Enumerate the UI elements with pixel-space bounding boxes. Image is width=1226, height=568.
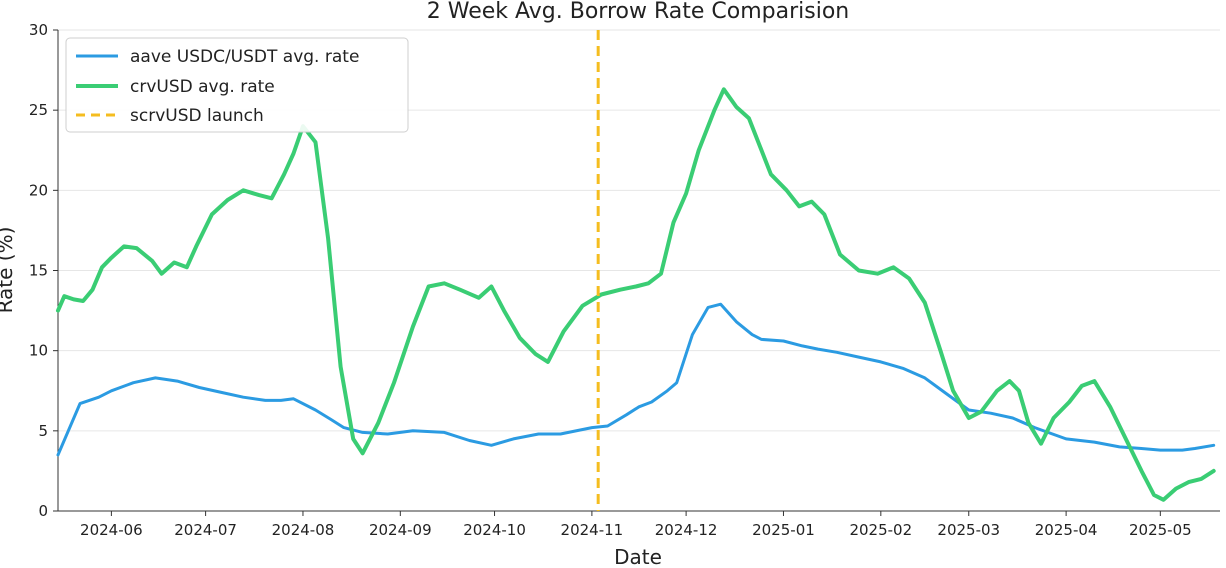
x-tick-label: 2025-04 — [1035, 521, 1098, 539]
x-axis-title: Date — [614, 545, 662, 568]
series-line-crvusd — [56, 87, 1216, 502]
series-line-aave — [56, 302, 1216, 457]
x-tick-label: 2024-06 — [80, 521, 143, 539]
x-tick-label: 2024-08 — [272, 521, 335, 539]
y-tick-label: 5 — [38, 422, 48, 440]
x-tick-label: 2025-03 — [937, 521, 1000, 539]
y-axis-ticks: 0 5 10 15 20 25 30 — [29, 21, 58, 520]
x-tick-label: 2024-07 — [174, 521, 237, 539]
y-tick-label: 15 — [29, 262, 48, 280]
legend: aave USDC/USDT avg. rate crvUSD avg. rat… — [65, 37, 409, 133]
series-lines — [56, 87, 1216, 502]
x-axis-ticks: 2024-06 2024-07 2024-08 2024-09 2024-10 2024-… — [80, 511, 1192, 539]
x-tick-label: 2025-05 — [1129, 521, 1192, 539]
x-tick-label: 2024-11 — [561, 521, 624, 539]
chart-title: 2 Week Avg. Borrow Rate Comparision — [427, 0, 849, 24]
y-tick-label: 20 — [29, 181, 48, 199]
y-tick-label: 0 — [38, 502, 48, 520]
x-tick-label: 2025-02 — [849, 521, 912, 539]
y-tick-label: 10 — [29, 342, 48, 360]
x-tick-label: 2024-09 — [369, 521, 432, 539]
y-tick-label: 30 — [29, 21, 48, 39]
y-axis-title: Rate (%) — [0, 227, 17, 314]
legend-box — [65, 37, 409, 133]
legend-label-aave: aave USDC/USDT avg. rate — [130, 47, 359, 67]
x-tick-label: 2024-12 — [655, 521, 718, 539]
legend-label-scrvusd-launch: scrvUSD launch — [130, 106, 264, 126]
x-tick-label: 2024-10 — [463, 521, 526, 539]
x-tick-label: 2025-01 — [752, 521, 815, 539]
y-tick-label: 25 — [29, 101, 48, 119]
legend-label-crvusd: crvUSD avg. rate — [130, 77, 275, 97]
